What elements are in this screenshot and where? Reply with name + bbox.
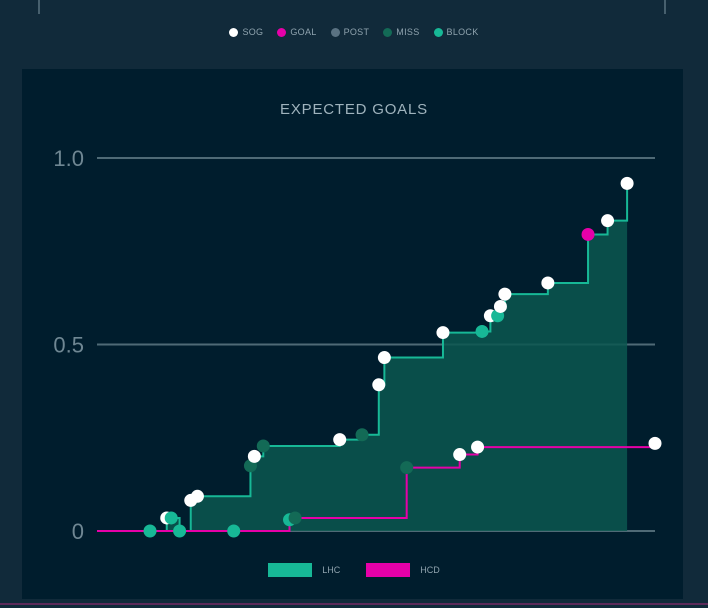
hcd-shot-sog-6 (471, 440, 485, 454)
legend-label-block: BLOCK (446, 27, 479, 37)
lhc-shot-sog-23 (620, 176, 634, 190)
sog-dot-icon (229, 27, 239, 37)
post-dot-icon (330, 27, 340, 37)
top-divider-right (664, 0, 666, 14)
lhc-shot-miss-11 (355, 428, 369, 442)
lhc-shot-sog-8 (247, 449, 261, 463)
legend-label-miss: MISS (396, 27, 420, 37)
hcd-shot-miss-3 (288, 511, 302, 525)
legend-item-goal[interactable]: GOAL (277, 27, 316, 37)
legend-item-hcd[interactable]: HCD (366, 563, 440, 577)
y-tick-label-2: 1.0 (53, 146, 84, 171)
hcd-swatch-icon (366, 563, 411, 577)
legend-label-goal: GOAL (290, 27, 317, 37)
lhc-shot-sog-18 (493, 299, 507, 313)
lhc-shot-sog-6 (190, 489, 204, 503)
legend-item-miss[interactable]: MISS (383, 27, 419, 37)
bottom-accent-line (0, 603, 708, 605)
hcd-shot-miss-4 (400, 461, 414, 475)
lhc-shot-goal-21 (581, 227, 595, 241)
miss-dot-icon (383, 27, 393, 37)
top-divider-left (38, 0, 40, 14)
block-dot-icon (433, 27, 443, 37)
lhc-shot-sog-22 (601, 214, 615, 228)
lhc-shot-miss-9 (256, 439, 270, 453)
lhc-shot-sog-20 (541, 276, 555, 290)
legend-label-sog: SOG (242, 27, 264, 37)
legend-label-hcd: HCD (420, 565, 440, 575)
lhc-shot-sog-10 (333, 433, 347, 447)
lhc-shot-block-1 (143, 524, 157, 538)
y-tick-label-0: 0 (72, 519, 84, 544)
hcd-shot-sog-7 (648, 436, 662, 450)
lhc-swatch-icon (268, 563, 313, 577)
legend-item-lhc[interactable]: LHC (268, 563, 340, 577)
legend-item-post[interactable]: POST (330, 27, 370, 37)
hcd-shot-block-1 (227, 524, 241, 538)
lhc-area (97, 183, 628, 531)
legend-item-block[interactable]: BLOCK (433, 27, 479, 37)
lhc-step-line (97, 183, 629, 532)
lhc-shot-sog-13 (377, 351, 391, 365)
lhc-shot-sog-12 (372, 378, 386, 392)
chart-title: EXPECTED GOALS (280, 101, 428, 118)
lhc-shot-block-4 (164, 511, 178, 525)
goal-dot-icon (277, 27, 287, 37)
lhc-shot-block-15 (475, 324, 489, 338)
legend-item-sog[interactable]: SOG (229, 27, 263, 37)
legend-label-lhc: LHC (322, 565, 341, 575)
shot-type-legend: SOG GOAL POST MISS BLOCK (0, 27, 708, 37)
y-tick-label-1: 0.5 (53, 333, 84, 358)
hcd-shot-sog-5 (453, 448, 467, 462)
lhc-shot-sog-14 (436, 326, 450, 340)
legend-label-post: POST (343, 27, 370, 37)
lhc-shot-sog-19 (498, 287, 512, 301)
lhc-shot-block-2 (173, 524, 187, 538)
team-legend: LHC HCD (0, 563, 708, 577)
